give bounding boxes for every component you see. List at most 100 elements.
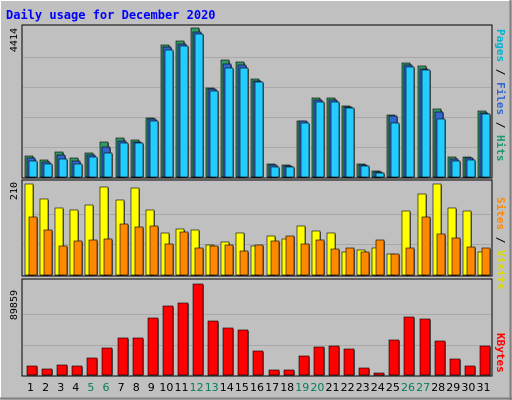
bottom-kbytes-bar-day-30 <box>464 365 476 376</box>
legend-sep-1: / <box>494 69 507 76</box>
middle-sites-bar-day-9 <box>149 225 159 276</box>
x-label-day-19: 19 <box>295 381 309 394</box>
middle-bar-body <box>466 246 476 276</box>
bottom-kbytes-bar-day-10 <box>162 305 174 376</box>
middle-sites-bar-day-28 <box>436 233 446 276</box>
bottom-bar-body <box>268 369 280 376</box>
bottom-kbytes-bar-day-23 <box>358 367 370 376</box>
x-label-day-22: 22 <box>341 381 355 394</box>
bottom-bar-body <box>479 345 491 376</box>
top-pages-bar-day-6 <box>103 152 113 178</box>
chart-title: Daily usage for December 2020 <box>6 8 216 22</box>
x-label-day-23: 23 <box>356 381 370 394</box>
legend-sep-3: / <box>494 237 507 244</box>
top-bar-body <box>405 66 415 178</box>
bottom-kbytes-bar-day-19 <box>298 355 310 376</box>
x-label-day-21: 21 <box>326 381 340 394</box>
x-label-day-29: 29 <box>446 381 460 394</box>
top-bar-body <box>390 122 400 178</box>
x-label-day-9: 9 <box>148 381 155 394</box>
top-bar-body <box>436 118 446 178</box>
top-bar-body <box>73 163 83 178</box>
top-pages-bar-day-2 <box>43 163 53 178</box>
middle-bar-body <box>300 243 310 276</box>
panel-bottom-frame <box>21 278 493 377</box>
top-pages-bar-day-16 <box>254 81 264 178</box>
x-label-day-16: 16 <box>250 381 264 394</box>
legend-files: Files <box>494 82 507 115</box>
middle-panel-ymax-label: 210 <box>9 182 20 200</box>
top-bar-body <box>330 101 340 178</box>
top-bar-body <box>209 90 219 178</box>
middle-bar-body <box>239 250 249 276</box>
top-pages-bar-day-26 <box>405 66 415 178</box>
top-pages-bar-day-31 <box>481 113 491 178</box>
top-pages-bar-day-5 <box>88 156 98 178</box>
middle-bar-body <box>451 237 461 276</box>
bottom-bar-body <box>373 372 385 376</box>
middle-bar-body <box>194 247 204 276</box>
legend-visits: Visits <box>494 250 507 290</box>
x-label-day-10: 10 <box>159 381 173 394</box>
x-label-day-17: 17 <box>265 381 279 394</box>
bottom-kbytes-bar-day-7 <box>117 337 129 376</box>
bottom-bar-body <box>207 320 219 376</box>
bottom-kbytes-bar-day-31 <box>479 345 491 376</box>
x-label-day-2: 2 <box>42 381 49 394</box>
top-pages-bar-day-10 <box>164 49 174 178</box>
middle-bar-body <box>149 225 159 276</box>
bottom-kbytes-bar-day-28 <box>434 340 446 376</box>
bottom-bar-body <box>252 350 264 376</box>
top-pages-bar-day-28 <box>436 118 446 178</box>
middle-sites-bar-day-8 <box>134 226 144 276</box>
middle-sites-bar-day-19 <box>300 243 310 276</box>
top-pages-bar-day-4 <box>73 163 83 178</box>
top-bar-body <box>315 101 325 178</box>
middle-sites-bar-day-10 <box>164 243 174 276</box>
top-bar-body <box>43 163 53 178</box>
middle-panel-legend: Sites / Visits <box>494 197 507 290</box>
top-bar-body <box>88 156 98 178</box>
top-bar-body <box>119 142 129 178</box>
bottom-bar-body <box>313 346 325 376</box>
top-pages-bar-day-24 <box>375 172 385 178</box>
legend-hits: Hits <box>494 135 507 162</box>
bottom-kbytes-bar-day-24 <box>373 372 385 376</box>
bottom-kbytes-bar-day-3 <box>56 364 68 376</box>
bottom-bar-body <box>358 367 370 376</box>
top-bar-body <box>194 33 204 178</box>
middle-sites-bar-day-21 <box>330 248 340 276</box>
top-bar-body <box>149 120 159 178</box>
middle-sites-bar-day-2 <box>43 229 53 276</box>
bottom-bar-body <box>117 337 129 376</box>
x-label-day-7: 7 <box>118 381 125 394</box>
middle-sites-bar-day-16 <box>254 244 264 276</box>
bottom-bar-body <box>328 345 340 376</box>
bottom-kbytes-bar-day-21 <box>328 345 340 376</box>
top-bar-body <box>360 165 370 178</box>
middle-sites-bar-day-13 <box>209 245 219 276</box>
middle-bar-body <box>119 223 129 276</box>
middle-sites-bar-day-14 <box>224 244 234 276</box>
middle-bar-body <box>73 240 83 276</box>
middle-bar-body <box>375 239 385 276</box>
middle-bar-body <box>436 233 446 276</box>
x-label-day-15: 15 <box>235 381 249 394</box>
middle-sites-bar-day-25 <box>390 253 400 276</box>
top-bar-body <box>28 160 38 178</box>
top-panel-legend: Pages / Files / Hits <box>494 29 507 162</box>
top-bar-body <box>224 67 234 178</box>
bottom-kbytes-bar-day-1 <box>26 365 38 376</box>
middle-bar-body <box>315 239 325 276</box>
middle-sites-bar-day-27 <box>421 216 431 276</box>
bottom-bar-body <box>41 368 53 376</box>
bottom-kbytes-bar-day-6 <box>101 347 113 376</box>
bottom-bar-body <box>449 358 461 376</box>
bottom-panel-bars <box>26 283 491 376</box>
top-pages-bar-day-3 <box>58 158 68 178</box>
top-pages-bar-day-13 <box>209 90 219 178</box>
middle-sites-bar-day-30 <box>466 246 476 276</box>
x-label-day-14: 14 <box>220 381 234 394</box>
bottom-kbytes-bar-day-12 <box>192 283 204 376</box>
top-bar-body <box>421 69 431 178</box>
